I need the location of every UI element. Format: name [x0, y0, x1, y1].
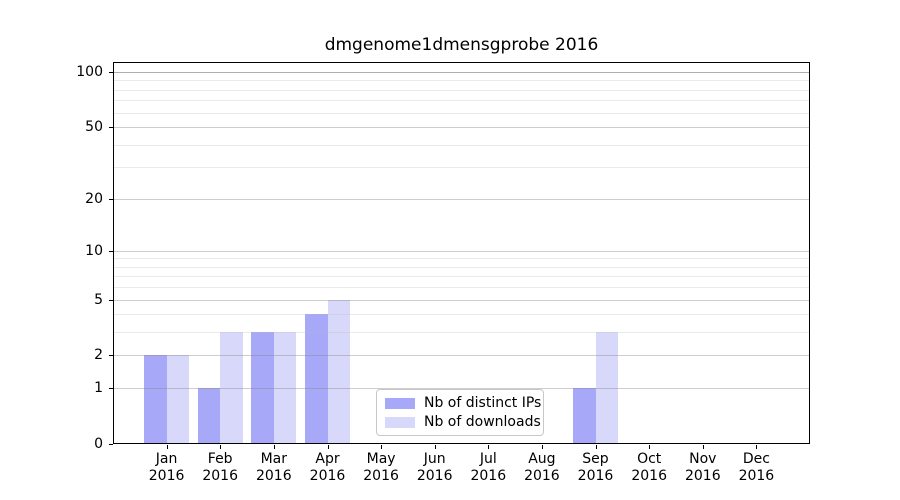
- gridline-minor-y-4: [113, 314, 810, 316]
- y-tick-label-20: 20: [85, 190, 103, 207]
- gridline-minor-y-3: [113, 332, 810, 334]
- gridline-minor-y-90: [113, 80, 810, 82]
- y-tick-1: [109, 388, 113, 390]
- y-tick-label-2: 2: [94, 347, 103, 364]
- gridline-minor-y-80: [113, 89, 810, 91]
- chart-title: dmgenome1dmensgprobe 2016: [324, 35, 599, 55]
- bar-distinct-ips-mar: [251, 332, 274, 444]
- gridline-minor-y-7: [113, 276, 810, 278]
- gridline-major-y-100: [113, 72, 810, 73]
- x-tick-jan: [166, 445, 168, 449]
- x-tick-dec: [756, 445, 758, 449]
- x-tick-aug: [541, 445, 543, 449]
- gridline-minor-y-70: [113, 100, 810, 102]
- legend-swatch-downloads-icon: [385, 416, 415, 428]
- x-tick-label-sep: Sep 2016: [577, 451, 614, 484]
- x-tick-label-jan: Jan 2016: [148, 451, 185, 484]
- x-tick-label-nov: Nov 2016: [684, 451, 721, 484]
- y-tick-5: [109, 299, 113, 301]
- gridline-minor-y-60: [113, 112, 810, 114]
- gridline-major-y-5: [113, 299, 810, 301]
- x-tick-oct: [649, 445, 651, 449]
- gridline-major-y-50: [113, 127, 810, 129]
- legend-label-downloads: Nb of downloads: [424, 414, 541, 430]
- bar-downloads-feb: [220, 332, 243, 444]
- bar-downloads-sep: [595, 332, 618, 444]
- y-tick-label-100: 100: [76, 64, 103, 80]
- x-tick-label-may: May 2016: [363, 451, 399, 484]
- legend-label-distinct-ips: Nb of distinct IPs: [424, 395, 542, 411]
- y-tick-0: [109, 444, 113, 445]
- bar-downloads-apr: [327, 299, 350, 444]
- gridline-major-y-20: [113, 198, 810, 200]
- y-tick-label-5: 5: [94, 291, 103, 308]
- gridline-major-y-10: [113, 250, 810, 252]
- x-tick-may: [381, 445, 383, 449]
- legend-swatch-distinct-ips-icon: [385, 397, 415, 409]
- bar-distinct-ips-feb: [197, 388, 221, 444]
- y-tick-50: [109, 127, 113, 129]
- legend: Nb of distinct IPs Nb of downloads: [376, 389, 544, 436]
- x-tick-sep: [595, 445, 597, 449]
- legend-item-downloads: Nb of downloads: [385, 414, 541, 430]
- y-tick-label-10: 10: [85, 242, 103, 259]
- legend-item-distinct-ips: Nb of distinct IPs: [385, 395, 541, 411]
- x-tick-feb: [220, 445, 222, 449]
- plot-border: [113, 62, 810, 444]
- gridline-minor-y-8: [113, 266, 810, 268]
- x-tick-label-oct: Oct 2016: [631, 451, 667, 484]
- x-tick-jul: [488, 445, 490, 449]
- bar-distinct-ips-sep: [573, 388, 596, 444]
- bar-distinct-ips-jan: [144, 355, 167, 444]
- y-tick-10: [109, 250, 113, 252]
- x-tick-label-aug: Aug 2016: [524, 451, 560, 484]
- bar-downloads-mar: [273, 332, 297, 444]
- y-tick-20: [109, 198, 113, 200]
- gridline-minor-y-9: [113, 258, 810, 260]
- x-tick-label-jun: Jun 2016: [416, 451, 453, 484]
- bar-distinct-ips-apr: [305, 314, 328, 444]
- x-tick-label-apr: Apr 2016: [309, 451, 346, 484]
- gridline-major-y-1: [113, 388, 810, 390]
- gridline-minor-y-30: [113, 167, 810, 169]
- x-tick-mar: [273, 445, 275, 449]
- bar-downloads-jan: [166, 355, 190, 444]
- y-tick-label-1: 1: [94, 380, 103, 397]
- gridline-minor-y-6: [113, 287, 810, 289]
- x-tick-jun: [434, 445, 436, 449]
- x-tick-label-mar: Mar 2016: [255, 451, 292, 484]
- gridline-minor-y-40: [113, 144, 810, 146]
- gridline-major-y-2: [113, 355, 810, 357]
- y-tick-100: [109, 72, 113, 73]
- x-tick-label-jul: Jul 2016: [470, 451, 507, 484]
- x-tick-apr: [327, 445, 329, 449]
- x-tick-nov: [702, 445, 704, 449]
- y-tick-label-50: 50: [85, 119, 103, 136]
- x-tick-label-feb: Feb 2016: [202, 451, 238, 484]
- y-tick-label-0: 0: [94, 436, 103, 452]
- y-tick-2: [109, 355, 113, 357]
- x-tick-label-dec: Dec 2016: [738, 451, 775, 484]
